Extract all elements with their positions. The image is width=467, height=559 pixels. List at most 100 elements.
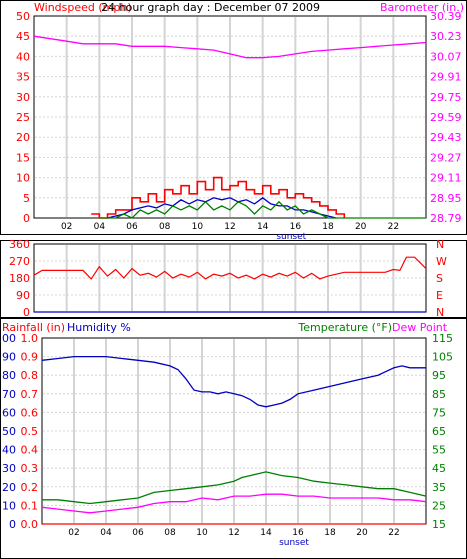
axis-tick-label: 0.7 — [21, 388, 39, 401]
hour-tick-label: 08 — [159, 222, 171, 232]
axis-tick-label: 50 — [16, 10, 30, 23]
humidity-axis-label: Humidity % — [67, 321, 131, 334]
barometer-axis-label: Barometer (in.) — [380, 1, 464, 14]
axis-tick-label: 30 — [2, 462, 16, 475]
axis-tick-label: 95 — [432, 369, 446, 382]
series-line-wind-direction — [33, 256, 427, 280]
hour-tick-label: 10 — [192, 222, 204, 232]
axis-tick-label: 0.1 — [21, 499, 39, 512]
axis-tick-label: 360 — [9, 238, 30, 251]
hour-tick-label: 12 — [228, 528, 239, 538]
axis-tick-label: 29.43 — [430, 131, 462, 144]
axis-tick-label: 0.4 — [21, 444, 39, 457]
axis-tick-label: 270 — [9, 255, 30, 268]
axis-tick-label: 20 — [2, 481, 16, 494]
axis-tick-label: 70 — [2, 388, 16, 401]
sunset-label: sunset — [279, 538, 309, 548]
axis-tick-label: 0 — [23, 306, 30, 319]
axis-tick-label: 85 — [432, 388, 446, 401]
hour-tick-label: 10 — [196, 528, 208, 538]
hour-tick-label: 16 — [290, 222, 302, 232]
axis-tick-label: 10 — [2, 499, 16, 512]
hour-tick-label: 14 — [260, 528, 272, 538]
axis-tick-label: 28.79 — [430, 212, 462, 225]
axis-tick-label: 180 — [9, 272, 30, 285]
axis-tick-label: 55 — [432, 444, 446, 457]
hour-tick-label: 04 — [100, 528, 112, 538]
axis-tick-label: 75 — [432, 406, 446, 419]
axis-tick-label: 115 — [432, 332, 453, 345]
temp-gridlines — [43, 339, 425, 523]
axis-tick-label: 29.75 — [430, 91, 462, 104]
wind-gridlines — [35, 17, 425, 217]
humidity-tick-labels: 0 10 20 30 40 50 60 70 80 90 100 — [0, 332, 16, 531]
hour-tick-label: 02 — [68, 528, 79, 538]
temp-humidity-series — [41, 355, 427, 525]
rainfall-axis-label: Rainfall (in) — [2, 321, 65, 334]
axis-tick-label: 30.07 — [430, 50, 462, 63]
hour-tick-label: 20 — [355, 222, 367, 232]
axis-tick-label: 0.8 — [21, 369, 39, 382]
direction-gridlines — [35, 245, 425, 311]
axis-tick-label: 45 — [16, 30, 30, 43]
series-line-barometer — [33, 35, 427, 59]
axis-tick-label: 0.5 — [21, 425, 39, 438]
axis-tick-label: 35 — [16, 71, 30, 84]
direction-series — [33, 256, 427, 313]
axis-tick-label: 0.0 — [21, 518, 39, 531]
direction-tick-labels: 0 90 180 270 360 — [9, 238, 30, 319]
series-line-temperature — [42, 471, 427, 505]
axis-tick-label: 50 — [2, 425, 16, 438]
axis-tick-label: 29.11 — [430, 172, 462, 185]
hour-tick-label: 04 — [94, 222, 106, 232]
axis-tick-label: 65 — [432, 425, 446, 438]
axis-tick-label: 105 — [432, 351, 453, 364]
temperature-tick-labels: 15 25 35 45 55 65 75 85 95 105 115 — [432, 332, 453, 531]
axis-tick-label: S — [436, 272, 443, 285]
axis-tick-label: 0 — [23, 212, 30, 225]
axis-tick-label: 0.3 — [21, 462, 39, 475]
hour-tick-label: 22 — [388, 528, 399, 538]
axis-tick-label: 29.91 — [430, 71, 462, 84]
axis-tick-label: 25 — [432, 499, 446, 512]
windspeed-axis-label: Windspeed (mph) — [34, 1, 132, 14]
hour-tick-label: 18 — [324, 528, 336, 538]
axis-tick-label: 40 — [16, 50, 30, 63]
axis-tick-label: 60 — [2, 406, 16, 419]
axis-tick-label: 100 — [0, 332, 16, 345]
hour-tick-label: 08 — [164, 528, 176, 538]
hour-tick-label: 22 — [388, 222, 399, 232]
temp-hour-tick-labels: 02 04 06 08 10 12 14 16 18 20 22 — [68, 528, 399, 538]
hour-tick-label: 14 — [257, 222, 269, 232]
hour-tick-label: 20 — [356, 528, 368, 538]
axis-tick-label: 45 — [432, 462, 446, 475]
dew-point-axis-label: Dew Point — [392, 321, 448, 334]
temperature-axis-label: Temperature (°F) — [297, 321, 392, 334]
axis-tick-label: 30.39 — [430, 10, 462, 23]
axis-tick-label: 90 — [16, 289, 30, 302]
axis-tick-label: 0.2 — [21, 481, 39, 494]
axis-tick-label: 10 — [16, 172, 30, 185]
wind-barometer-series — [33, 35, 427, 219]
hour-tick-label: 06 — [126, 222, 138, 232]
axis-tick-label: 30.23 — [430, 30, 462, 43]
wind-hour-tick-labels: 02 04 06 08 10 12 14 16 18 20 22 — [61, 222, 399, 232]
axis-tick-label: 0.6 — [21, 406, 39, 419]
axis-tick-label: 0 — [9, 518, 16, 531]
rainfall-tick-labels: 0.0 0.1 0.2 0.3 0.4 0.5 0.6 0.7 0.8 0.9 1.0 — [21, 332, 39, 531]
axis-tick-label: N — [436, 238, 444, 251]
axis-tick-label: E — [436, 289, 443, 302]
chart-title: 24 hour graph day : December 07 2009 — [101, 1, 320, 14]
axis-tick-label: 0.9 — [21, 351, 39, 364]
axis-tick-label: 29.27 — [430, 151, 462, 164]
axis-tick-label: 28.95 — [430, 192, 462, 205]
axis-tick-label: 5 — [23, 192, 30, 205]
hour-tick-label: 12 — [224, 222, 235, 232]
hour-tick-label: 18 — [322, 222, 334, 232]
temp-humidity-panel: Rainfall (in) Humidity % Temperature (°F… — [0, 318, 467, 559]
barometer-tick-labels: 28.79 28.95 29.11 29.27 29.43 29.59 29.75 29.91… — [430, 10, 462, 225]
axis-tick-label: 15 — [16, 151, 30, 164]
axis-tick-label: 29.59 — [430, 111, 462, 124]
